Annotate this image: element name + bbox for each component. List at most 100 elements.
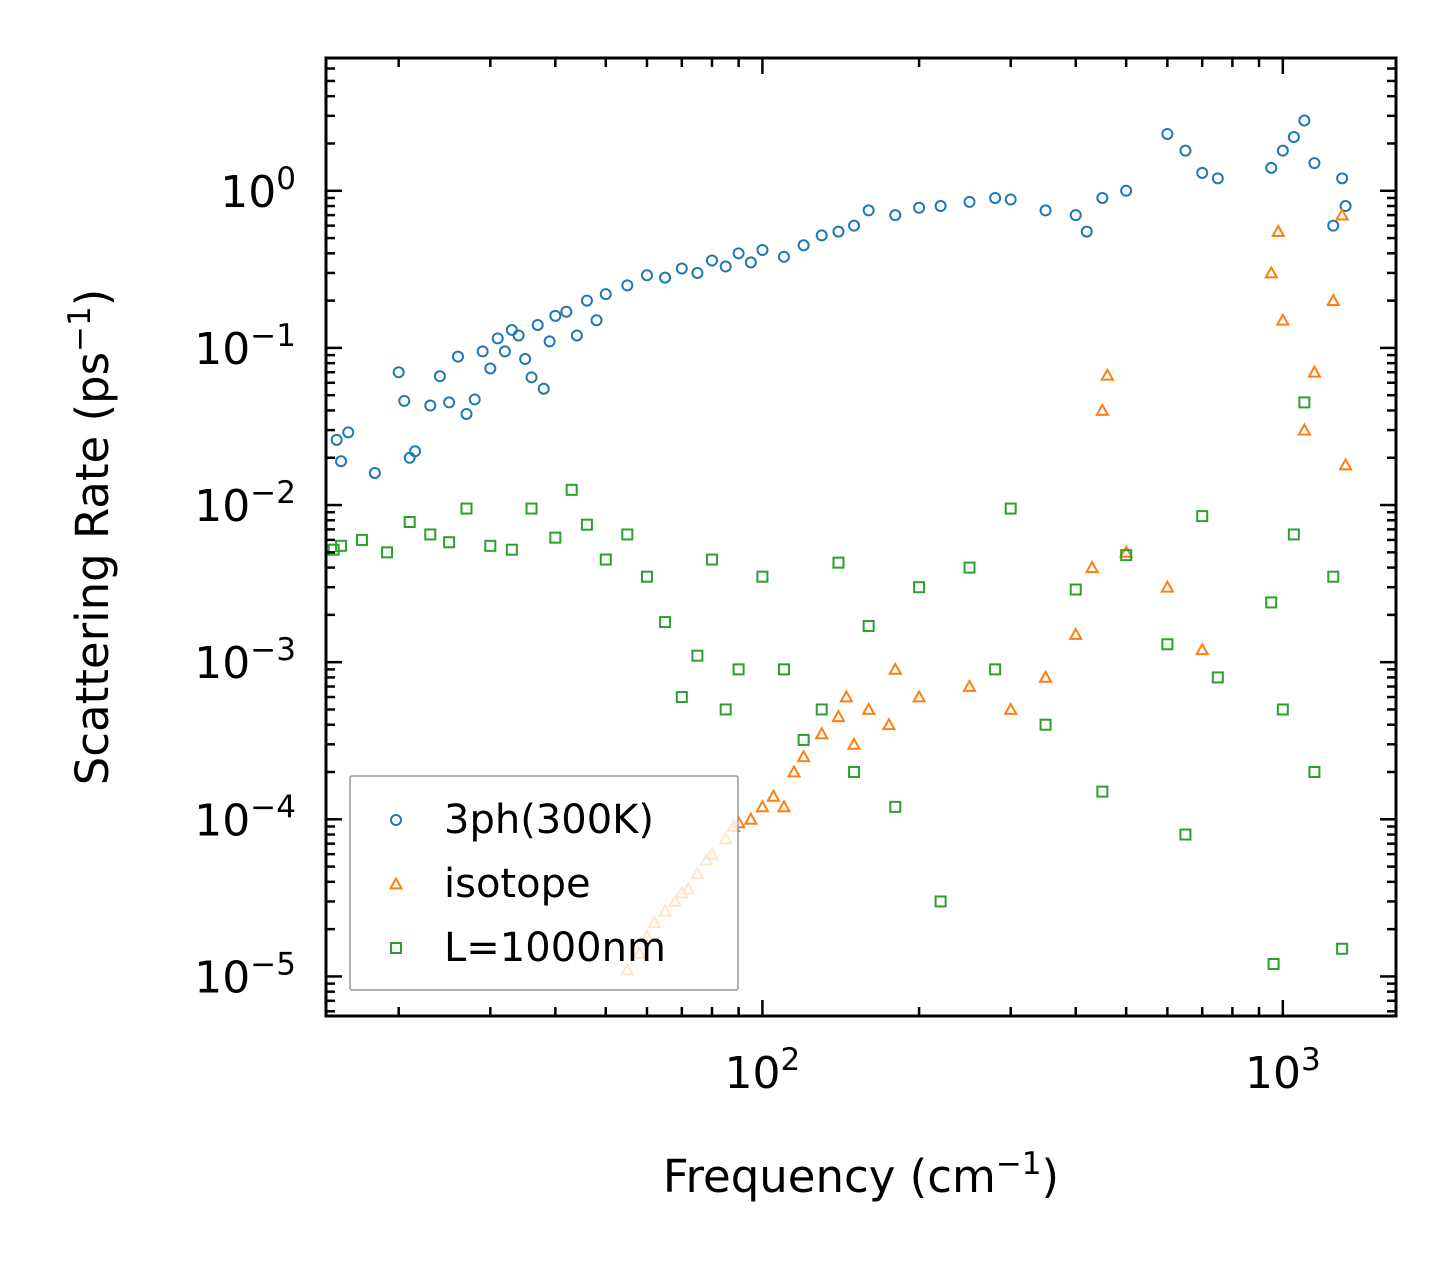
point-isotope <box>1271 224 1286 237</box>
point-l1000nm <box>1298 396 1311 409</box>
point-isotope <box>776 799 792 813</box>
point-3ph <box>443 396 456 409</box>
point-isotope <box>831 709 846 723</box>
x-axis-label: Frequency (cm−1) <box>663 1146 1059 1203</box>
point-3ph <box>989 191 1002 204</box>
point-l1000nm <box>705 553 718 566</box>
point-l1000nm <box>525 502 538 515</box>
point-l1000nm <box>381 546 394 559</box>
point-l1000nm <box>1069 583 1082 596</box>
x-tick-label: 102 <box>725 1042 801 1099</box>
point-isotope <box>1338 457 1353 471</box>
point-l1000nm <box>1265 596 1278 609</box>
point-isotope <box>755 799 770 813</box>
point-3ph <box>368 466 381 479</box>
point-l1000nm <box>580 518 593 531</box>
point-3ph <box>1080 225 1093 238</box>
point-l1000nm <box>443 536 456 549</box>
point-l1000nm <box>691 649 704 662</box>
point-l1000nm <box>659 616 672 629</box>
point-l1000nm <box>756 570 769 583</box>
point-l1000nm <box>913 581 926 594</box>
point-isotope <box>1264 265 1279 279</box>
point-3ph <box>330 433 343 446</box>
point-3ph <box>862 204 875 217</box>
y-tick-label: 10−3 <box>194 632 296 689</box>
point-isotope <box>846 736 862 750</box>
point-isotope <box>881 717 897 731</box>
plot-frame <box>324 56 1398 1018</box>
point-l1000nm <box>889 800 902 813</box>
point-isotope <box>1195 642 1210 656</box>
point-3ph <box>531 318 544 331</box>
point-3ph <box>392 366 405 379</box>
point-l1000nm <box>565 483 578 496</box>
point-3ph <box>543 335 556 348</box>
point-3ph <box>719 260 732 273</box>
point-3ph <box>451 350 464 363</box>
point-l1000nm <box>484 539 497 552</box>
point-3ph <box>1004 193 1017 206</box>
y-tick-label: 10−2 <box>194 475 296 532</box>
point-3ph <box>512 329 525 342</box>
legend-box <box>349 775 739 991</box>
point-3ph <box>491 332 504 345</box>
point-isotope <box>1297 422 1312 436</box>
point-3ph <box>889 209 902 222</box>
x-tick-label: 103 <box>1245 1042 1321 1099</box>
point-3ph <box>777 250 790 263</box>
point-3ph <box>498 345 511 358</box>
point-l1000nm <box>327 543 340 556</box>
point-l1000nm <box>621 528 634 541</box>
point-isotope <box>1326 293 1341 307</box>
point-3ph <box>525 371 538 384</box>
point-3ph <box>1327 219 1340 232</box>
point-3ph <box>913 201 926 214</box>
point-3ph <box>815 229 828 242</box>
point-l1000nm <box>599 553 612 566</box>
point-l1000nm <box>1336 942 1349 955</box>
point-3ph <box>848 219 861 232</box>
point-3ph <box>335 455 348 468</box>
point-3ph <box>1336 172 1349 185</box>
point-l1000nm <box>1267 957 1280 970</box>
point-3ph <box>519 353 532 366</box>
legend-marker-isotope <box>388 876 404 890</box>
point-3ph <box>1298 114 1311 127</box>
point-isotope <box>1334 207 1350 221</box>
point-3ph <box>484 362 497 375</box>
point-isotope <box>911 689 927 703</box>
point-3ph <box>570 329 583 342</box>
legend-label-3ph: 3ph(300K) <box>444 797 654 843</box>
y-axis-label: Scattering Rate (ps−1) <box>62 289 119 786</box>
point-l1000nm <box>1039 718 1052 731</box>
point-isotope <box>861 701 876 715</box>
point-l1000nm <box>719 703 732 716</box>
point-l1000nm <box>1287 528 1300 541</box>
legend-marker-l1000nm <box>390 942 402 954</box>
point-3ph <box>797 239 810 252</box>
point-3ph <box>1120 184 1133 197</box>
point-isotope <box>839 689 854 703</box>
point-l1000nm <box>355 533 368 546</box>
point-l1000nm <box>460 502 473 515</box>
point-l1000nm <box>1211 671 1224 684</box>
point-l1000nm <box>335 539 348 552</box>
point-isotope <box>743 811 759 825</box>
point-3ph <box>433 370 446 383</box>
point-l1000nm <box>963 561 976 574</box>
point-isotope <box>786 764 802 778</box>
point-3ph <box>705 254 718 267</box>
point-3ph <box>1196 166 1209 179</box>
point-isotope <box>1095 402 1110 416</box>
point-3ph <box>659 271 672 284</box>
point-isotope <box>1118 544 1134 558</box>
point-isotope <box>814 726 829 740</box>
point-isotope <box>1100 367 1115 381</box>
point-l1000nm <box>732 663 745 676</box>
point-isotope <box>1160 579 1175 593</box>
point-l1000nm <box>640 570 653 583</box>
point-3ph <box>590 314 603 327</box>
